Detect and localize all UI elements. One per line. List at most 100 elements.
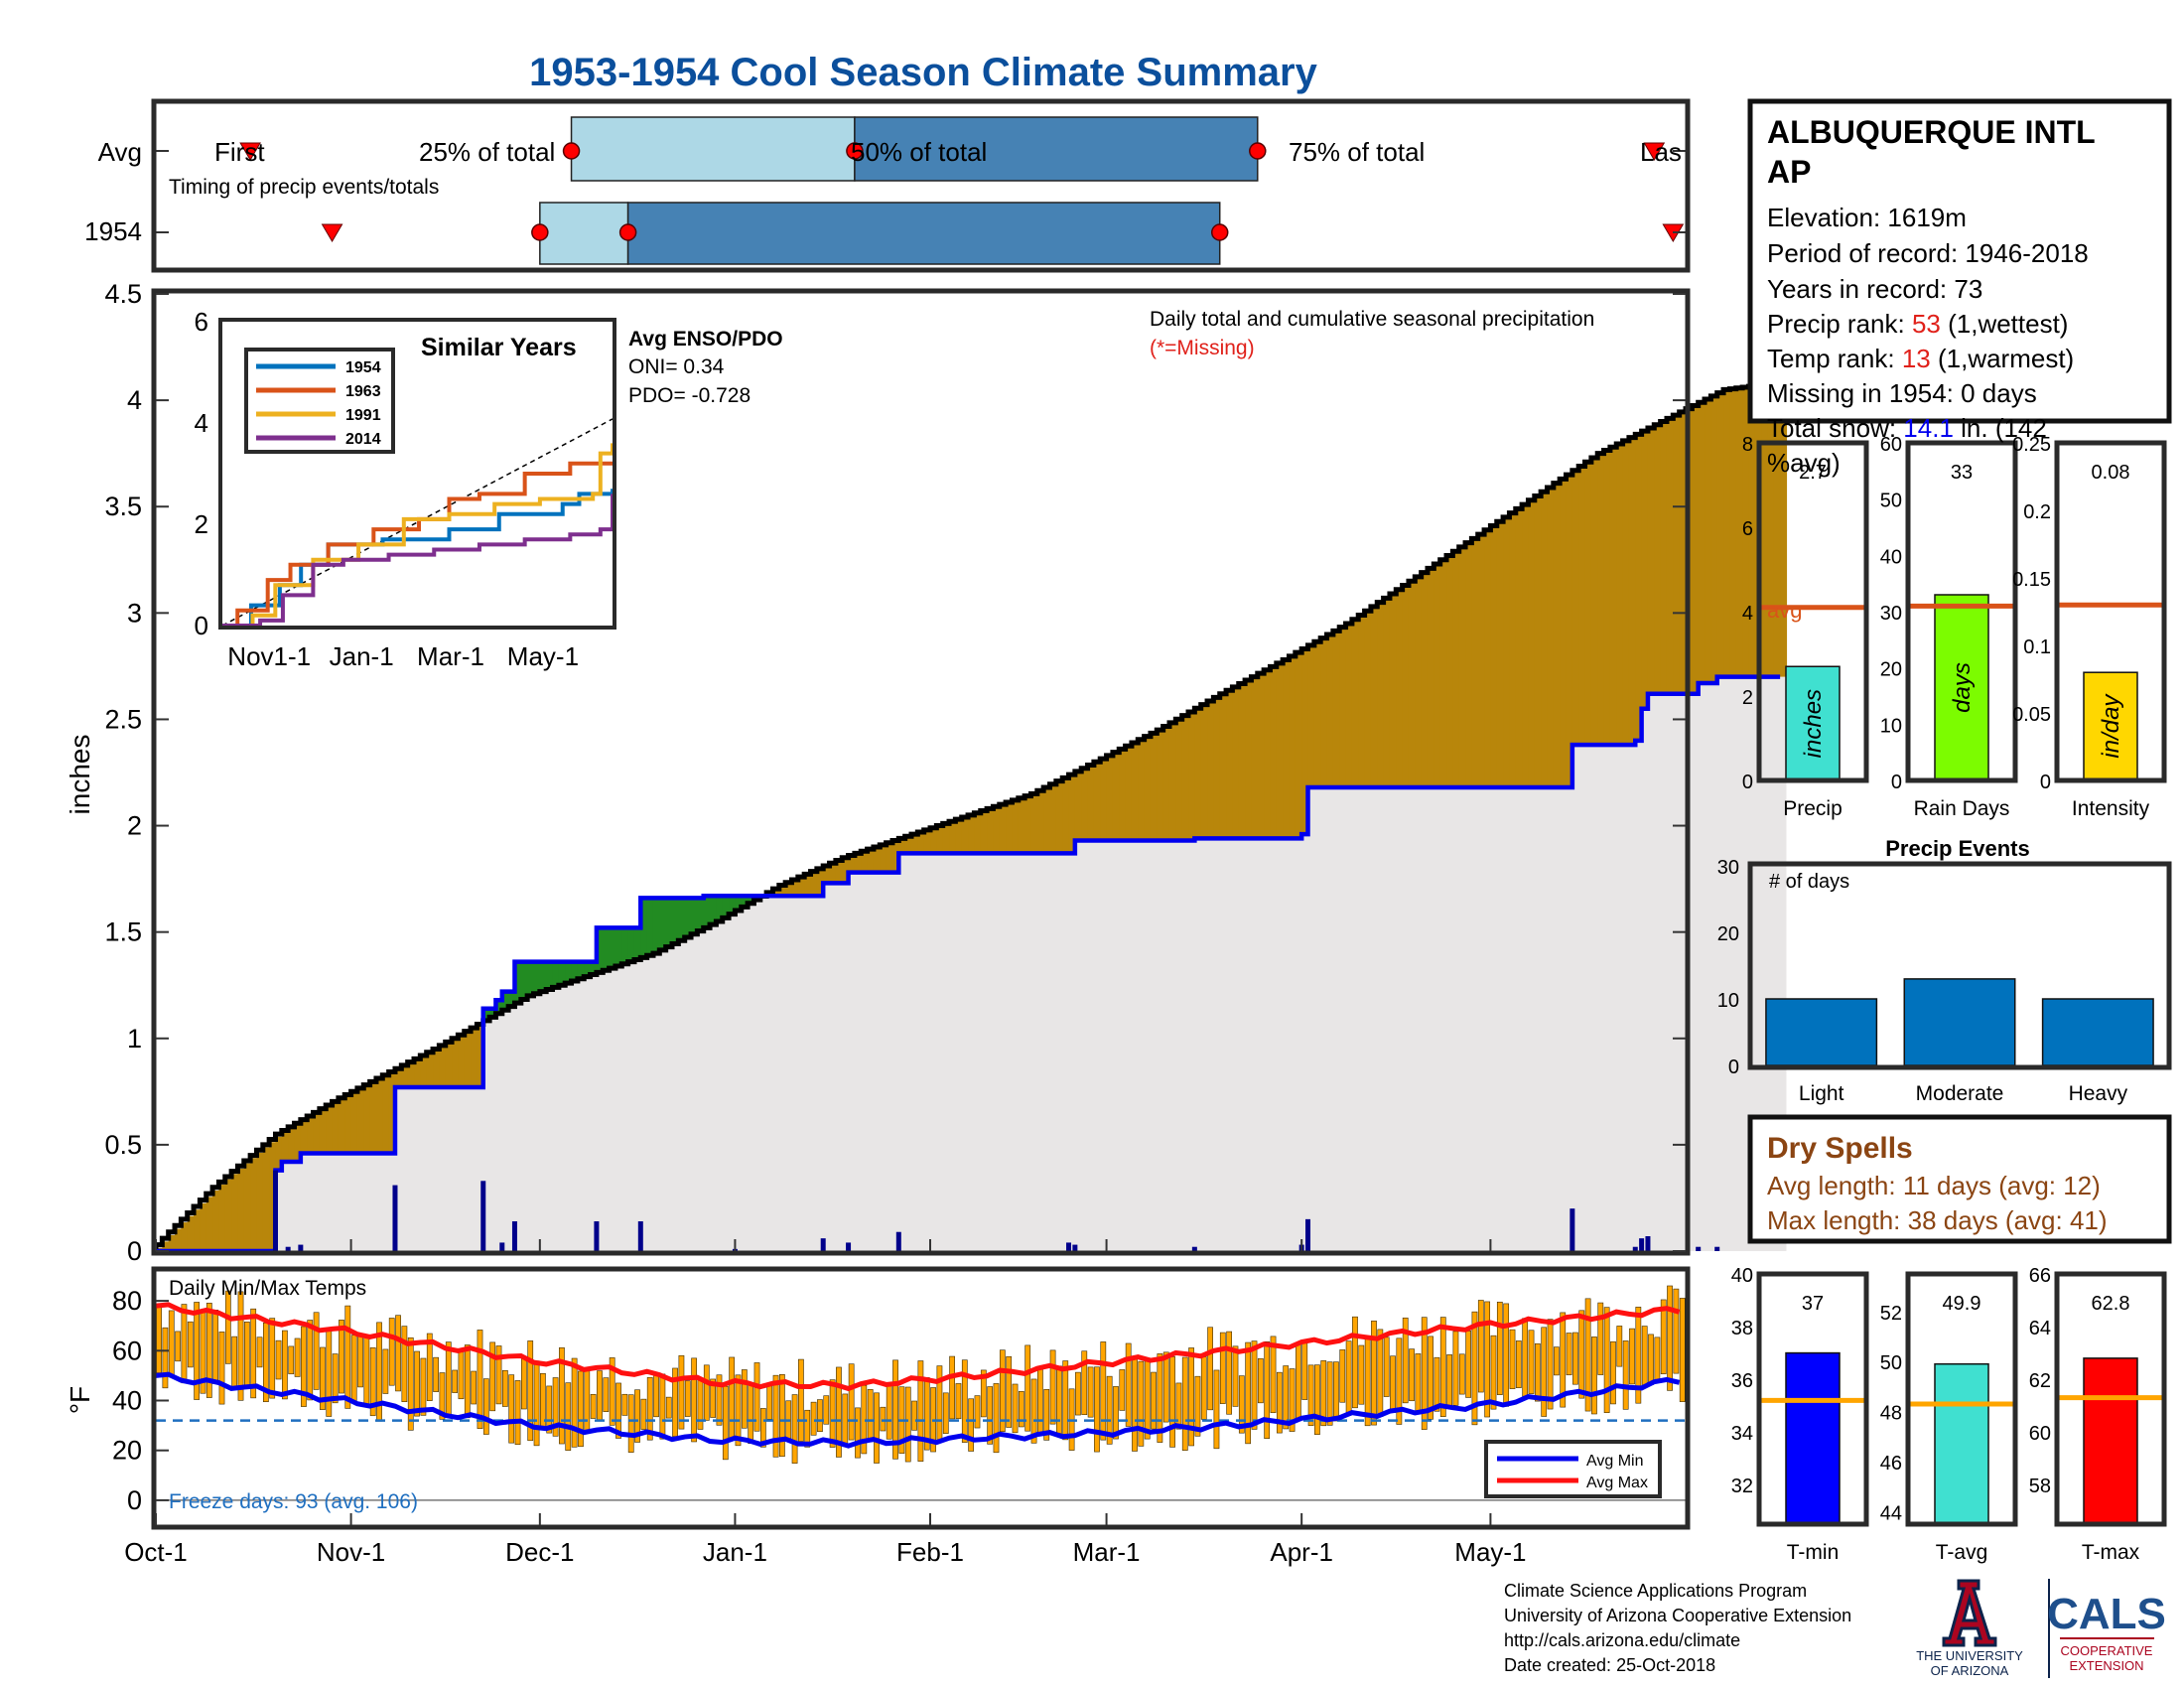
drier-than-avg-fill <box>275 1136 283 1171</box>
avg-25-50-bar <box>570 116 856 182</box>
drier-than-avg-fill <box>477 1026 484 1088</box>
drier-than-avg-fill <box>388 1073 396 1154</box>
drier-than-avg-fill <box>1503 519 1511 787</box>
daily-temp-bar <box>1194 1375 1201 1437</box>
daily-temp-bar <box>904 1386 911 1463</box>
daily-temp-bar <box>1144 1359 1151 1440</box>
daily-temp-bar <box>703 1364 710 1421</box>
daily-temp-bar <box>1503 1303 1510 1407</box>
daily-temp-bar <box>735 1374 742 1447</box>
station-precip-rank: Precip rank: 53 (1,wettest) <box>1767 309 2068 339</box>
daily-temp-bar <box>1301 1340 1308 1400</box>
daily-temp-bar <box>1213 1369 1220 1450</box>
drier-than-avg-fill <box>1509 514 1517 787</box>
drier-than-avg-fill <box>1018 798 1025 854</box>
events-bar-moderate <box>1903 978 2016 1066</box>
drier-than-avg-fill <box>1654 426 1662 694</box>
temp-y-tick-label: 34 <box>1731 1423 1753 1445</box>
station-snow: Total snow: 14.1 in. (142 <box>1767 413 2047 443</box>
drier-than-avg-fill <box>319 1110 327 1154</box>
daily-temp-bar <box>1264 1340 1271 1440</box>
drier-than-avg-fill <box>1313 643 1321 787</box>
drier-than-avg-fill <box>810 873 818 897</box>
wetter-than-avg-fill <box>520 961 528 1002</box>
drier-than-avg-fill <box>1767 384 1775 677</box>
daily-temp-bar <box>471 1370 478 1405</box>
daily-temp-bar <box>1603 1307 1610 1414</box>
drier-than-avg-fill <box>1439 561 1447 787</box>
drier-than-avg-fill <box>835 861 843 884</box>
timing-bars <box>156 116 1686 265</box>
drier-than-avg-fill <box>401 1066 409 1088</box>
drier-than-avg-fill <box>1012 800 1020 854</box>
daily-temp-bar <box>961 1359 968 1443</box>
inset-x-tick-label: Mar-1 <box>417 641 484 671</box>
daily-temp-bar <box>1157 1353 1163 1443</box>
dry-spells-max: Max length: 38 days (avg: 41) <box>1767 1205 2108 1235</box>
drier-than-avg-fill <box>1761 384 1769 677</box>
drier-than-avg-fill <box>1144 738 1152 841</box>
daily-temp-bar <box>1528 1330 1535 1394</box>
drier-than-avg-fill <box>1458 549 1466 787</box>
daily-temp-bar <box>753 1362 760 1432</box>
wetter-than-avg-fill <box>646 898 654 957</box>
daily-temp-bar <box>1383 1336 1390 1397</box>
daily-temp-bar <box>1100 1341 1107 1441</box>
drier-than-avg-fill <box>464 1033 472 1088</box>
precip-frame-2 <box>2054 440 2167 783</box>
month-axis-labels: Oct-1 Nov-1 Dec-1 Jan-1 Feb-1 Mar-1 Apr-1 May-1 <box>124 1239 1527 1567</box>
drier-than-avg-fill <box>1119 751 1127 841</box>
1954-50-marker <box>618 223 637 241</box>
daily-temp-bar <box>1515 1340 1522 1388</box>
daily-temp-bar <box>880 1406 887 1432</box>
avg-50-marker <box>846 142 864 160</box>
daily-precip-bar <box>1714 1246 1720 1251</box>
precip-category-label-2: Intensity <box>2072 797 2150 820</box>
drier-than-avg-fill <box>1043 788 1051 854</box>
daily-temp-bar <box>224 1290 231 1364</box>
drier-than-avg-fill <box>1213 699 1221 839</box>
wetter-than-avg-fill <box>703 896 711 929</box>
drier-than-avg-fill <box>1666 419 1674 694</box>
daily-temp-bar <box>194 1302 200 1400</box>
temp-chart-1: 44 46 48 50 52 49.9 T-avg <box>1880 1271 2018 1564</box>
temp-y-tick-label: 40 <box>1731 1265 1753 1287</box>
daily-precip-bar <box>846 1242 852 1251</box>
legend-avg-max: Avg Max <box>1586 1475 1648 1491</box>
footer-line-3: http://cals.arizona.edu/climate <box>1504 1630 1740 1650</box>
daily-temp-bar <box>659 1373 666 1440</box>
drier-than-avg-fill <box>1673 416 1681 694</box>
drier-than-avg-fill <box>1175 721 1183 841</box>
station-years: Years in record: 73 <box>1767 274 1982 304</box>
drier-than-avg-fill <box>1522 506 1530 787</box>
daily-temp-bar <box>1200 1356 1207 1420</box>
daily-temp-bar <box>439 1372 446 1420</box>
daily-temp-bar <box>603 1377 610 1412</box>
daily-temp-bar <box>1181 1356 1188 1451</box>
drier-than-avg-fill <box>1396 591 1404 787</box>
daily-temp-bar <box>1377 1329 1384 1417</box>
drier-than-avg-fill <box>898 839 906 854</box>
drier-than-avg-fill <box>1219 695 1227 839</box>
daily-temp-bar <box>1333 1361 1339 1422</box>
daily-temp-bar <box>382 1348 389 1394</box>
wetter-than-avg-fill <box>633 927 641 961</box>
precip-events-frame <box>1747 861 2172 1070</box>
drier-than-avg-fill <box>1301 650 1309 835</box>
wetter-than-avg-fill <box>609 927 616 970</box>
daily-precip-bar <box>1632 1246 1638 1251</box>
drier-than-avg-fill <box>1162 728 1170 841</box>
similar-years-frame <box>218 318 616 630</box>
figure-title: 1953-1954 Cool Season Climate Summary <box>529 51 1317 94</box>
daily-temp-bar <box>1314 1364 1320 1435</box>
drier-than-avg-fill <box>224 1179 232 1251</box>
precip-y-tick-label: 40 <box>1880 546 1902 568</box>
temp-frame-2 <box>2054 1271 2167 1527</box>
daily-temp-bar <box>741 1369 748 1429</box>
drier-than-avg-fill <box>1036 791 1044 854</box>
wetter-than-avg-fill <box>571 961 579 983</box>
drier-than-avg-fill <box>1622 442 1630 746</box>
drier-than-avg-fill <box>1307 646 1315 787</box>
series-line-1963 <box>222 461 613 628</box>
precip-events-title: Precip Events <box>1885 836 2030 861</box>
